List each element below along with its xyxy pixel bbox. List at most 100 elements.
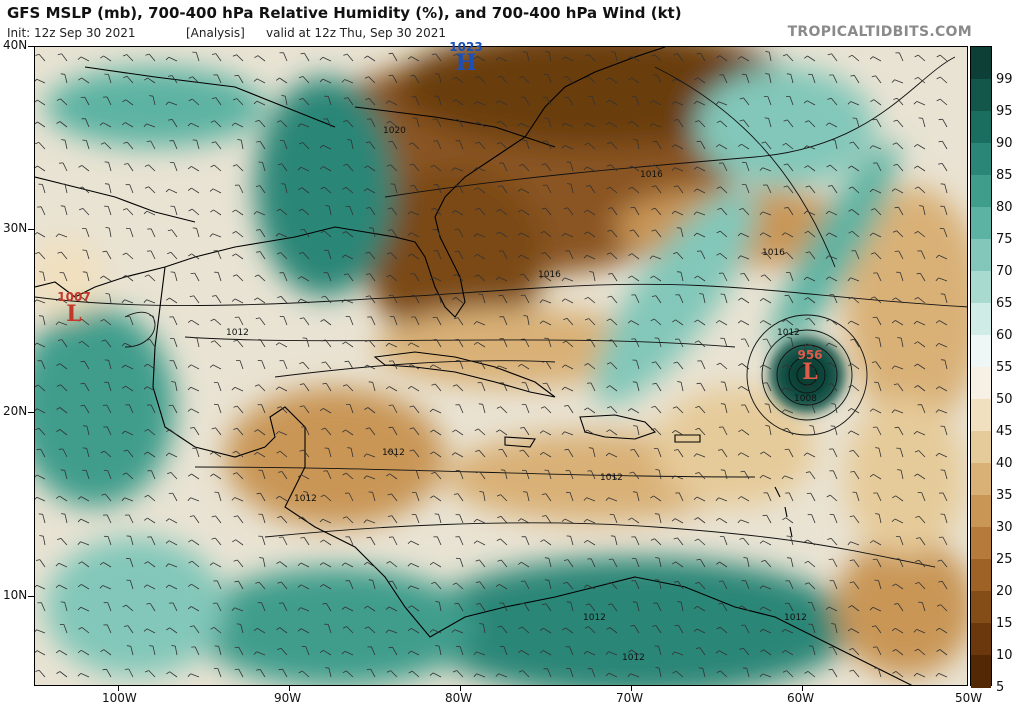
wind-barb-flag (35, 99, 38, 103)
wind-barb (306, 492, 310, 502)
wind-barb-flag (475, 207, 480, 210)
wind-barb (917, 165, 926, 172)
wind-barb (762, 364, 772, 370)
wind-barb (302, 76, 310, 84)
wind-barb-flag (275, 386, 280, 390)
colorbar-label: 80 (996, 200, 1013, 215)
wind-barb-flag (35, 629, 37, 633)
wind-barb (104, 142, 112, 150)
wind-barb (939, 627, 948, 634)
site-brand: TROPICALTIDBITS.COM (787, 24, 972, 40)
wind-barb-flag (693, 188, 698, 192)
wind-barb (938, 673, 948, 678)
wind-barb (41, 602, 46, 612)
wind-barb (126, 76, 134, 84)
wind-barb (278, 386, 288, 392)
wind-barb (658, 558, 662, 568)
wind-barb-flag (386, 274, 391, 278)
wind-barb (545, 163, 552, 172)
wind-barb (191, 539, 200, 546)
wind-barb (586, 122, 596, 128)
wind-barb-flag (520, 96, 525, 98)
wind-barb (851, 363, 860, 370)
wind-barb (367, 165, 376, 172)
wind-barb (834, 426, 838, 436)
wind-barb (500, 625, 508, 634)
wind-barb-flag (607, 141, 612, 145)
wind-barb-flag (627, 55, 632, 60)
wind-barb (698, 120, 706, 128)
wind-barb (719, 230, 728, 238)
wind-barb-flag (386, 450, 391, 453)
wind-barb (128, 514, 134, 524)
wind-barb (370, 316, 376, 326)
wind-barb (106, 514, 112, 524)
wind-barb (258, 274, 266, 282)
wind-barb (415, 96, 420, 106)
wind-barb-flag (55, 650, 60, 654)
wind-barb (762, 673, 772, 678)
wind-barb-flag (496, 120, 501, 124)
wind-barb (80, 56, 90, 62)
wind-barb (476, 540, 486, 546)
wind-barb-flag (143, 386, 148, 390)
lat-tick (28, 596, 34, 597)
wind-barb-flag (828, 185, 833, 187)
wind-barb-flag (914, 76, 919, 80)
wind-barb (479, 603, 486, 612)
wind-barb-flag (759, 606, 764, 610)
wind-barb-flag (209, 473, 214, 477)
wind-barb-flag (365, 295, 370, 298)
wind-barb (304, 52, 310, 62)
wind-barb (103, 649, 112, 656)
wind-barb (238, 75, 244, 84)
wind-barb (369, 207, 376, 216)
wind-barb (214, 120, 222, 128)
wind-barb-flag (739, 97, 744, 100)
wind-barb (389, 386, 398, 392)
wind-barb-flag (760, 649, 764, 653)
wind-barb (390, 450, 398, 458)
wind-barb (479, 559, 486, 568)
wind-barb-flag (827, 53, 832, 56)
wind-barb (280, 516, 288, 524)
wind-barb (590, 338, 596, 348)
wind-barb-flag (803, 452, 808, 456)
wind-barb-flag (123, 449, 128, 452)
wind-barb (455, 76, 464, 84)
wind-barb (60, 538, 68, 546)
wind-barb-flag (671, 518, 676, 522)
wind-barb (833, 580, 838, 590)
wind-barb-flag (366, 668, 371, 670)
wind-barb-flag (562, 340, 567, 344)
wind-barb (302, 449, 310, 458)
wind-barb (327, 272, 332, 282)
wind-barb (150, 536, 156, 546)
weather-map (34, 46, 968, 686)
wind-barb-flag (585, 603, 590, 606)
wind-barb (236, 427, 244, 436)
wind-barb (192, 76, 200, 84)
wind-barb (784, 232, 794, 238)
wind-barb-flag (739, 119, 744, 122)
wind-barb-flag (102, 250, 107, 253)
wind-barb (350, 140, 354, 150)
wind-barb-flag (894, 250, 899, 252)
wind-barb-flag (171, 645, 176, 647)
wind-barb (789, 272, 794, 282)
wind-barb-flag (342, 429, 346, 433)
wind-barb-flag (935, 627, 940, 631)
wind-barb-flag (915, 559, 920, 562)
wind-barb (236, 405, 244, 414)
wind-barb (833, 294, 838, 304)
wind-barb-flag (848, 296, 853, 300)
wind-barb-flag (364, 55, 368, 59)
wind-barb (829, 494, 838, 502)
wind-barb (129, 316, 134, 326)
wind-barb (895, 583, 904, 590)
wind-barb-flag (297, 474, 302, 478)
wind-barb (344, 562, 354, 568)
wind-barb (192, 98, 200, 106)
wind-barb (674, 101, 684, 106)
wind-barb (900, 470, 904, 480)
